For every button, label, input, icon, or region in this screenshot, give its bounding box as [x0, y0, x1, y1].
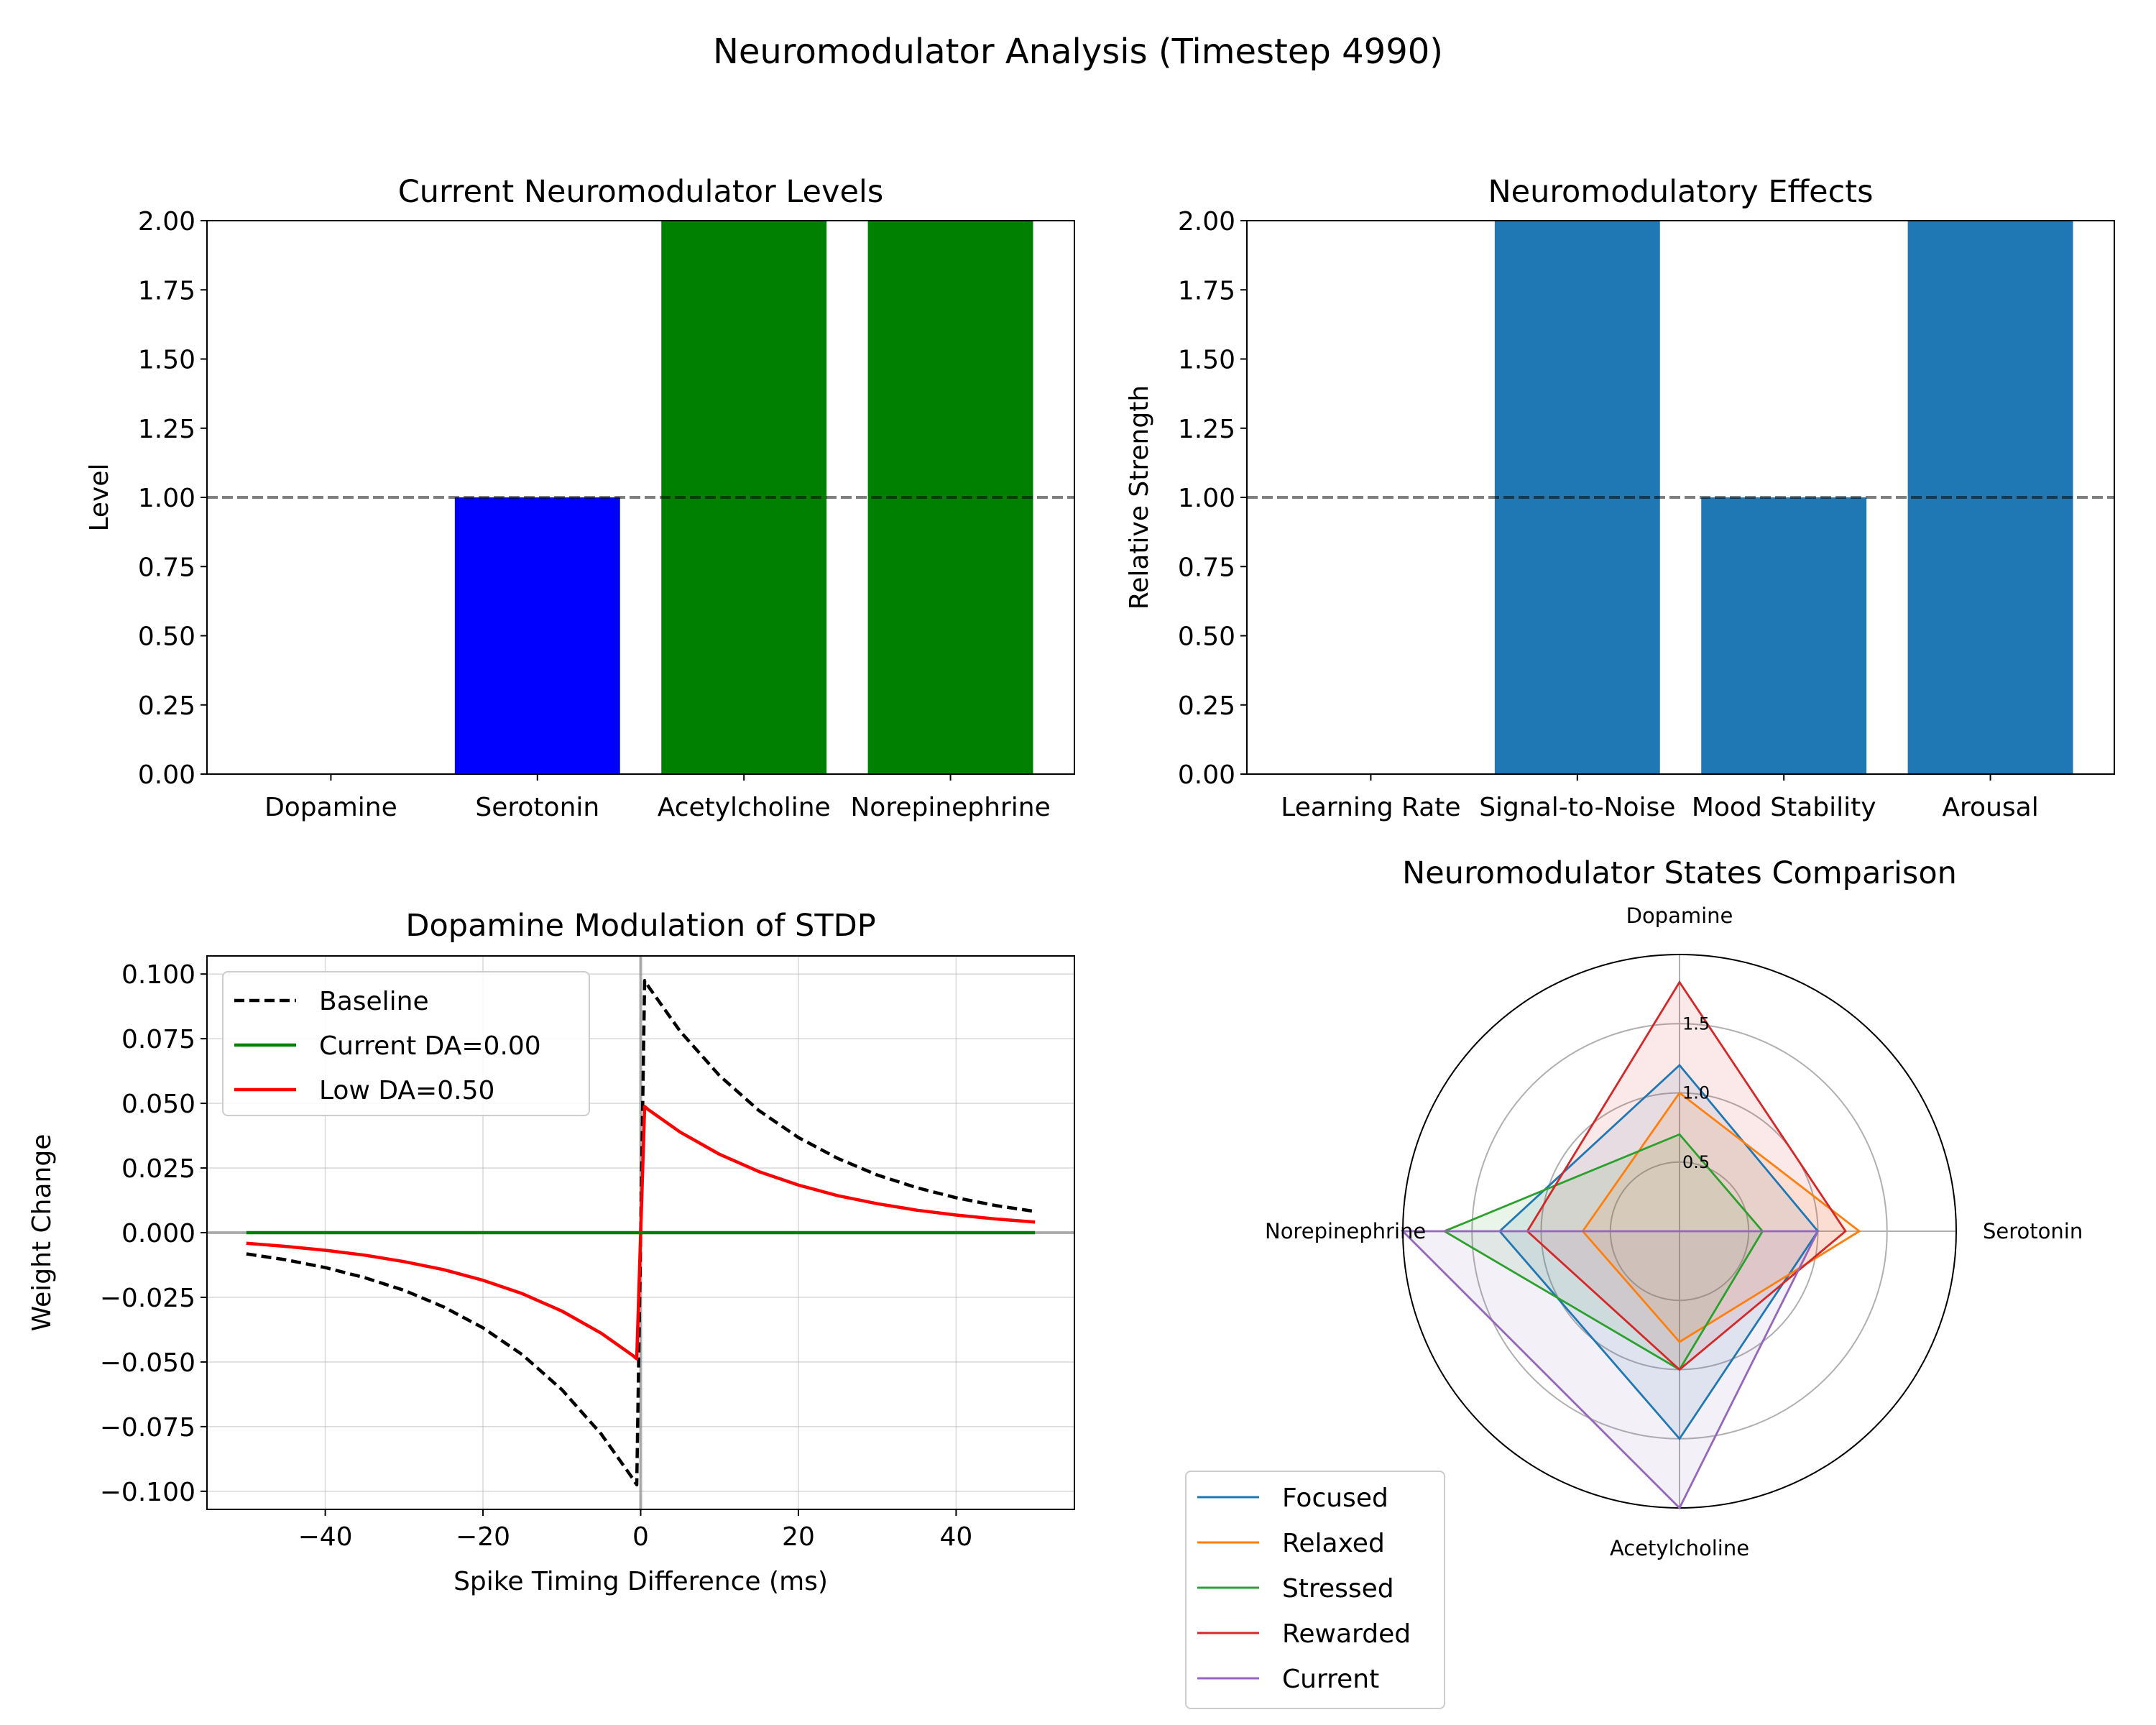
y-tick-label: 0.75: [138, 553, 195, 582]
radar-axis-label: Acetylcholine: [1610, 1536, 1749, 1560]
x-tick-label: Serotonin: [475, 793, 599, 822]
y-tick-label: −0.050: [100, 1348, 195, 1378]
x-tick-label: Learning Rate: [1281, 793, 1460, 822]
legend-frame: [222, 971, 590, 1116]
x-axis-label: Spike Timing Difference (ms): [453, 1567, 828, 1596]
levels-chart: 0.00 0.25 0.50 0.75 1.00 1.25 1.50 1.75 2.00 Dopa…: [85, 174, 1075, 822]
y-tick-label: 0.50: [138, 622, 195, 652]
y-tick-label: 1.75: [138, 276, 195, 305]
legend: Focused Relaxed Stressed Rewarded Current: [1185, 1471, 1445, 1709]
figure-suptitle: Neuromodulator Analysis (Timestep 4990): [713, 32, 1443, 72]
axes-frame: [206, 220, 1075, 775]
legend-label: Rewarded: [1282, 1619, 1411, 1649]
radar-ring-label: 1.0: [1682, 1083, 1710, 1103]
x-tick-label: Arousal: [1942, 793, 2038, 822]
x-tick-label: 0: [632, 1522, 649, 1552]
y-tick-label: 0.50: [1178, 622, 1235, 652]
chart-title: Current Neuromodulator Levels: [398, 174, 884, 210]
radar-fill-relaxed: [1583, 1092, 1860, 1342]
y-tick-label: 2.00: [138, 207, 195, 236]
y-tick-label: −0.025: [100, 1284, 195, 1313]
legend-label: Low DA=0.50: [319, 1076, 494, 1105]
bar-mood-stability: [1701, 497, 1867, 774]
legend-label: Baseline: [319, 987, 429, 1016]
y-tick-label: 2.00: [1178, 207, 1235, 236]
y-tick-label: 1.25: [138, 415, 195, 444]
effects-chart: 0.00 0.25 0.50 0.75 1.00 1.25 1.50 1.75 2.00 Lear…: [1125, 174, 2115, 822]
y-tick-label: 0.050: [121, 1090, 195, 1119]
y-tick-label: 0.00: [138, 760, 195, 790]
axes-frame: [206, 955, 1075, 1510]
y-tick-label: −0.075: [100, 1413, 195, 1443]
y-tick-label: −0.100: [100, 1478, 195, 1507]
legend-label: Current: [1282, 1665, 1379, 1694]
legend-label: Current DA=0.00: [319, 1031, 541, 1061]
axes-frame: [1246, 220, 2115, 775]
legend: Baseline Current DA=0.00 Low DA=0.50: [222, 971, 590, 1116]
y-axis-label: Relative Strength: [1125, 385, 1154, 610]
legend-label: Relaxed: [1282, 1529, 1385, 1558]
y-tick-label: 0.075: [121, 1025, 195, 1054]
y-tick-label: 1.75: [1178, 276, 1235, 305]
radar-line-rewarded: [1526, 980, 1847, 1371]
bar-serotonin: [454, 497, 620, 774]
x-tick-label: Dopamine: [264, 793, 397, 822]
y-tick-label: 1.50: [1178, 346, 1235, 375]
x-tick-label: −20: [456, 1522, 510, 1552]
radar-axis-label: Dopamine: [1626, 903, 1733, 928]
y-tick-label: 0.25: [138, 691, 195, 721]
x-tick-label: 20: [782, 1522, 815, 1552]
radar-ring-label: 1.5: [1682, 1013, 1710, 1034]
legend-label: Stressed: [1282, 1574, 1394, 1604]
legend-label: Focused: [1282, 1484, 1388, 1513]
radar-line-relaxed: [1581, 1091, 1861, 1343]
stdp-chart: −0.100 −0.075 −0.050 −0.025 0.000 0.025 0.050 0…: [27, 908, 1075, 1596]
y-axis-label: Level: [85, 463, 114, 531]
chart-title: Neuromodulator States Comparison: [1402, 855, 1957, 891]
chart-title: Dopamine Modulation of STDP: [405, 908, 875, 944]
x-tick-label: Norepinephrine: [850, 793, 1050, 822]
radar-axis-label: Serotonin: [1983, 1219, 2083, 1243]
y-tick-label: 0.000: [121, 1219, 195, 1248]
y-tick-label: 0.00: [1178, 760, 1235, 790]
y-tick-label: 0.025: [121, 1154, 195, 1184]
radar-chart: 0.5 1.0 1.5 Dopamine Serotonin Acetylcholine N…: [1185, 855, 2083, 1709]
chart-title: Neuromodulatory Effects: [1488, 174, 1873, 210]
x-tick-label: Mood Stability: [1692, 793, 1876, 822]
radar-line-current: [1400, 1230, 1820, 1510]
x-tick-label: 40: [940, 1522, 973, 1552]
series-line-baseline: [246, 978, 1036, 1487]
x-tick-label: Acetylcholine: [658, 793, 831, 822]
y-tick-label: 1.00: [1178, 484, 1235, 513]
y-tick-label: 1.00: [138, 484, 195, 513]
y-tick-label: 0.25: [1178, 691, 1235, 721]
radar-ring-label: 0.5: [1682, 1152, 1710, 1172]
y-tick-label: 0.75: [1178, 553, 1235, 582]
y-tick-label: 1.25: [1178, 415, 1235, 444]
radar-fill-stressed: [1444, 1134, 1763, 1370]
radar-axis-label: Norepinephrine: [1265, 1219, 1426, 1243]
x-tick-label: −40: [298, 1522, 353, 1552]
legend-frame: [1185, 1471, 1445, 1709]
x-tick-label: Signal-to-Noise: [1479, 793, 1675, 822]
radar-fill-rewarded: [1527, 982, 1846, 1370]
y-axis-label: Weight Change: [27, 1134, 57, 1332]
radar-line-focused: [1498, 1063, 1820, 1441]
y-tick-label: 0.100: [121, 960, 195, 990]
y-tick-label: 1.50: [138, 346, 195, 375]
